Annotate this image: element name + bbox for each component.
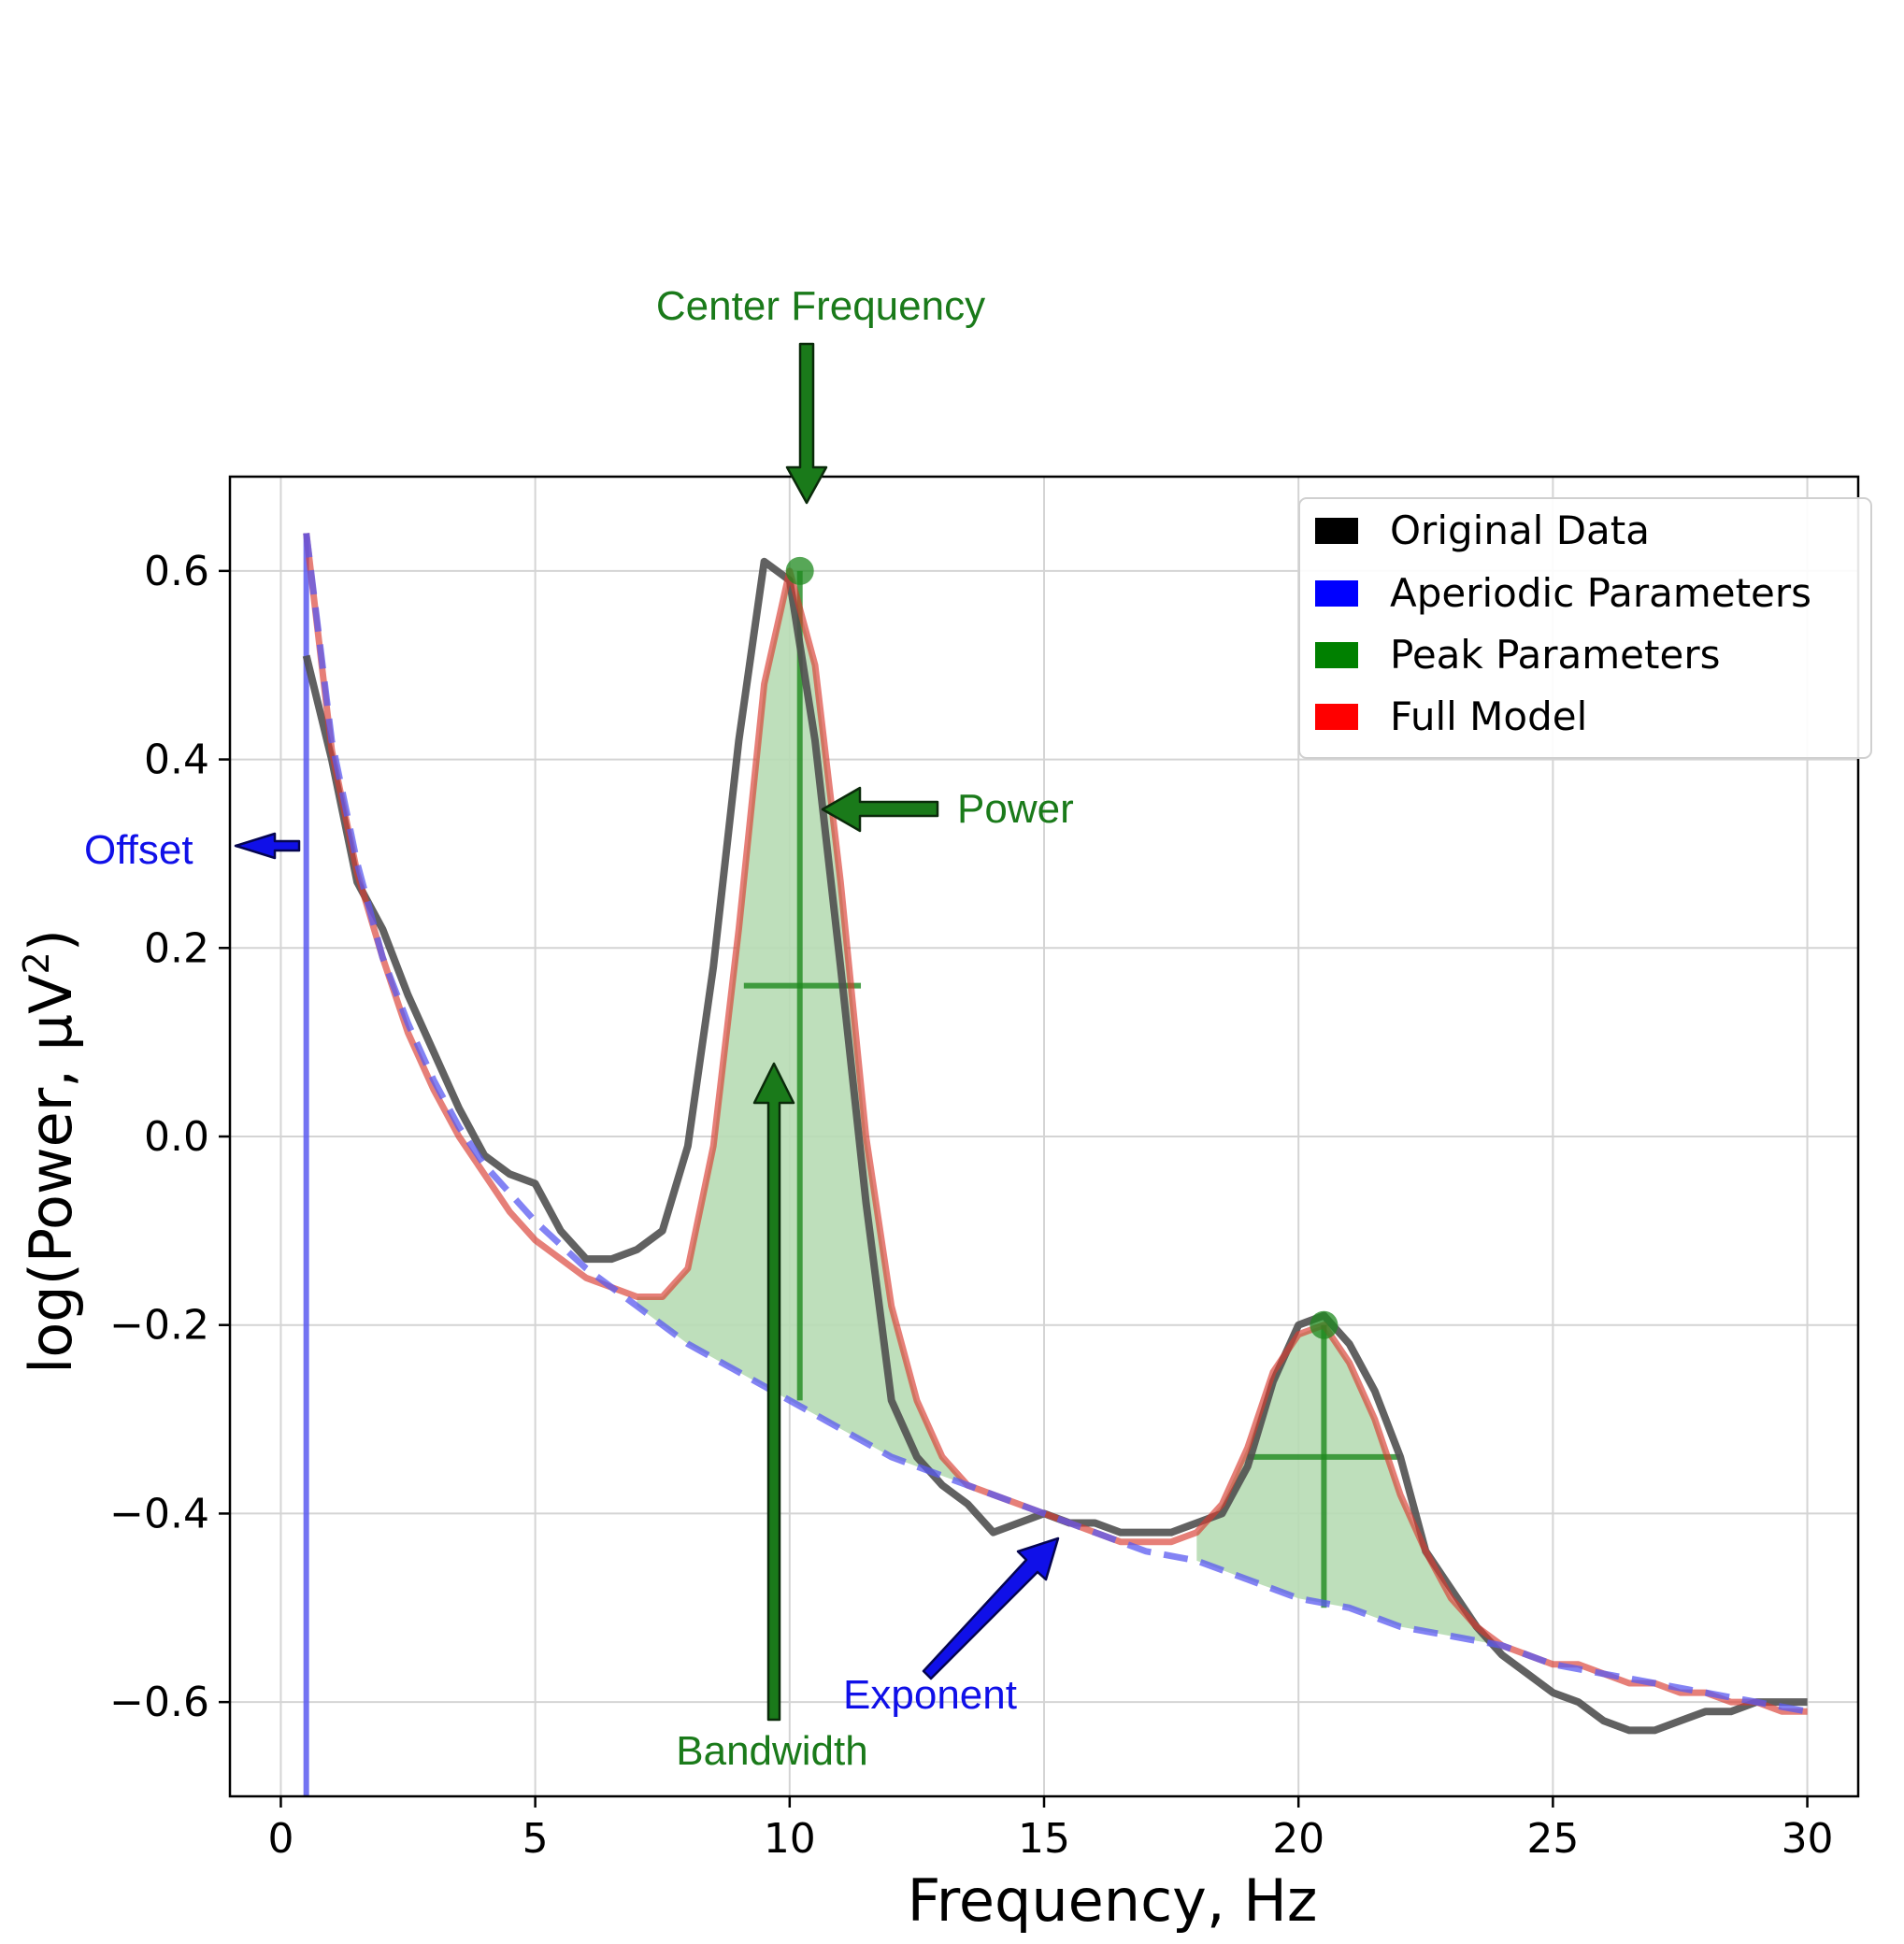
legend-item-full-model: Full Model (1315, 693, 1587, 739)
power-label: Power (957, 786, 1074, 832)
full-model-line (303, 533, 1808, 1715)
y-tick-label: 0.6 (144, 548, 209, 595)
x-axis-title: Frequency, Hz (908, 1866, 1318, 1935)
peak-center-dot (785, 556, 814, 585)
offset-arrow (234, 832, 301, 860)
axis-ticks: 0 5 10 15 20 25 30 0.6 0.4 0.2 0.0 −0.2 −0.4 −0.6 (109, 548, 1833, 1863)
legend-frame (1298, 497, 1872, 759)
legend-swatch-original-data (1315, 518, 1358, 544)
x-tick-label: 0 (267, 1815, 293, 1863)
legend-swatch-peak-parameters (1315, 642, 1358, 668)
x-tick-label: 5 (523, 1815, 549, 1863)
power-arrow (821, 786, 939, 833)
legend-label-full-model: Full Model (1390, 693, 1587, 739)
peak-shaded-area (637, 570, 1044, 1514)
x-tick-label: 20 (1272, 1815, 1324, 1863)
legend-label-aperiodic-parameters: Aperiodic Parameters (1390, 570, 1811, 616)
x-tick-label: 10 (764, 1815, 816, 1863)
peak-center-dot (1310, 1310, 1339, 1339)
plot-area (302, 533, 1809, 1796)
y-tick-label: 0.4 (144, 736, 209, 784)
y-tick-label: 0.0 (144, 1113, 209, 1161)
center-frequency-label: Center Frequency (656, 283, 985, 329)
y-tick-label: −0.6 (109, 1679, 209, 1726)
x-tick-label: 15 (1018, 1815, 1070, 1863)
legend-swatch-full-model (1315, 704, 1358, 730)
aperiodic-fit-line (303, 533, 1809, 1715)
legend-item-peak-parameters: Peak Parameters (1315, 632, 1720, 678)
bandwidth-arrow (752, 1062, 795, 1722)
exponent-label: Exponent (843, 1672, 1017, 1718)
legend-item-aperiodic-parameters: Aperiodic Parameters (1315, 570, 1811, 616)
bandwidth-label: Bandwidth (676, 1728, 867, 1774)
legend-swatch-aperiodic-parameters (1315, 580, 1358, 607)
legend-item-original-data: Original Data (1315, 507, 1650, 553)
y-tick-label: −0.4 (109, 1490, 209, 1537)
annotations: Center Frequency Power Bandwidth Offset … (84, 283, 1074, 1774)
x-tick-label: 30 (1782, 1815, 1834, 1863)
x-tick-label: 25 (1526, 1815, 1579, 1863)
offset-label: Offset (84, 827, 193, 873)
legend: Original Data Aperiodic Parameters Peak … (1298, 497, 1872, 759)
y-tick-label: 0.2 (144, 924, 209, 972)
legend-label-original-data: Original Data (1390, 507, 1650, 553)
exponent-arrow (922, 1537, 1060, 1680)
y-tick-label: −0.2 (109, 1302, 209, 1350)
center-frequency-arrow (785, 342, 828, 505)
legend-label-peak-parameters: Peak Parameters (1390, 632, 1720, 678)
y-axis-title: log(Power, µV2) (16, 929, 85, 1374)
